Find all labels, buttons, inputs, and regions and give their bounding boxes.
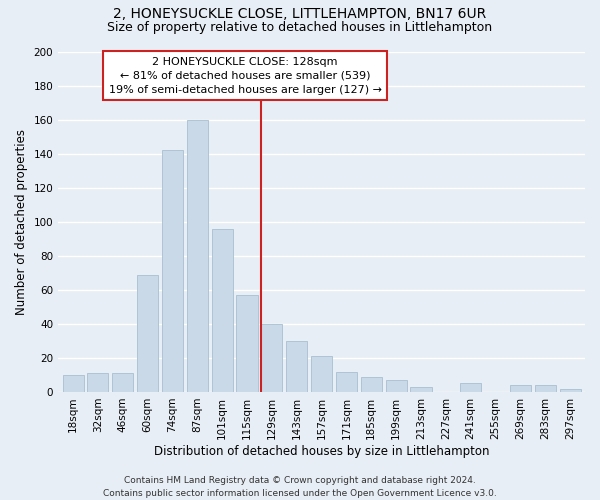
Bar	[286, 341, 307, 392]
Bar	[162, 150, 183, 392]
Bar	[187, 120, 208, 392]
Bar	[410, 387, 431, 392]
Text: 2, HONEYSUCKLE CLOSE, LITTLEHAMPTON, BN17 6UR: 2, HONEYSUCKLE CLOSE, LITTLEHAMPTON, BN1…	[113, 8, 487, 22]
Bar	[361, 376, 382, 392]
Y-axis label: Number of detached properties: Number of detached properties	[15, 128, 28, 314]
Bar	[112, 373, 133, 392]
Bar	[535, 385, 556, 392]
Bar	[62, 375, 83, 392]
Text: Size of property relative to detached houses in Littlehampton: Size of property relative to detached ho…	[107, 21, 493, 34]
Bar	[386, 380, 407, 392]
X-axis label: Distribution of detached houses by size in Littlehampton: Distribution of detached houses by size …	[154, 444, 490, 458]
Text: Contains HM Land Registry data © Crown copyright and database right 2024.
Contai: Contains HM Land Registry data © Crown c…	[103, 476, 497, 498]
Bar	[212, 228, 233, 392]
Bar	[88, 373, 109, 392]
Bar	[137, 274, 158, 392]
Bar	[510, 385, 531, 392]
Bar	[236, 295, 257, 392]
Bar	[560, 388, 581, 392]
Text: 2 HONEYSUCKLE CLOSE: 128sqm
← 81% of detached houses are smaller (539)
19% of se: 2 HONEYSUCKLE CLOSE: 128sqm ← 81% of det…	[109, 56, 382, 94]
Bar	[460, 384, 481, 392]
Bar	[336, 372, 357, 392]
Bar	[262, 324, 283, 392]
Bar	[311, 356, 332, 392]
